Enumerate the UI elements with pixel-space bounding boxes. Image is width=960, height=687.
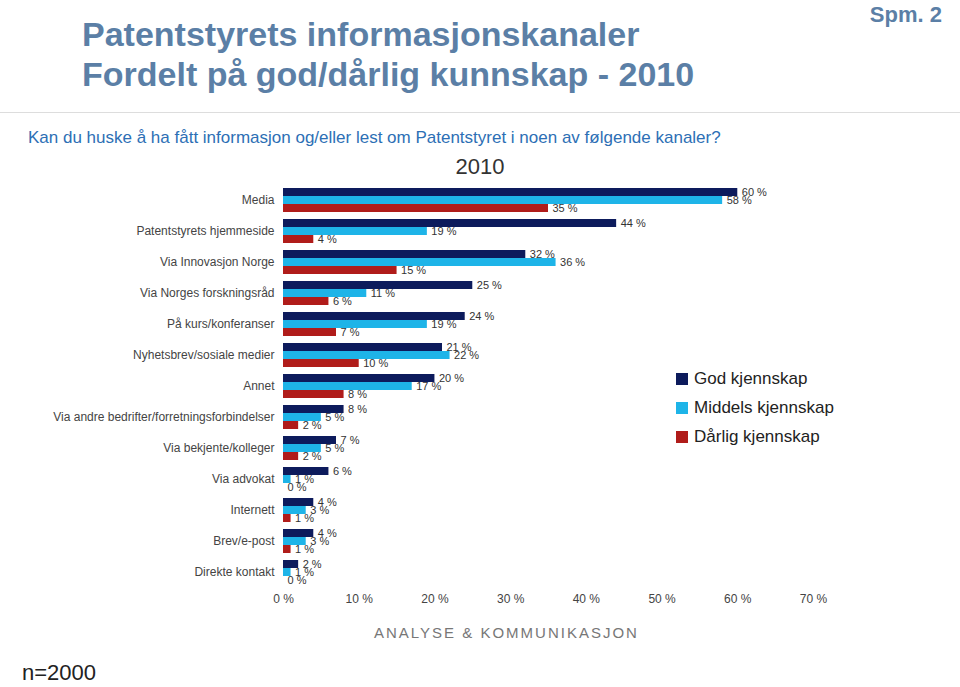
svg-text:70 %: 70 % <box>800 592 828 606</box>
html-text:Patentstyrets informasjonskana: Patentstyrets informasjonskanaler <box>82 15 640 53</box>
svg-text:8 %: 8 % <box>348 388 367 400</box>
svg-text:44 %: 44 % <box>621 217 646 229</box>
svg-text:60 %: 60 % <box>724 592 752 606</box>
svg-text:Via Norges forskningsråd: Via Norges forskningsråd <box>140 286 275 300</box>
svg-text:Annet: Annet <box>243 379 275 393</box>
svg-text:0 %: 0 % <box>273 592 294 606</box>
svg-text:5 %: 5 % <box>325 411 344 423</box>
svg-text:20 %: 20 % <box>439 372 464 384</box>
svg-text:2 %: 2 % <box>302 558 322 570</box>
svg-text:2 %: 2 % <box>303 450 322 462</box>
html-text:Middels kjennskap: Middels kjennskap <box>694 397 834 417</box>
svg-text:Nyhetsbrev/sosiale medier: Nyhetsbrev/sosiale medier <box>133 348 274 362</box>
svg-text:21 %: 21 % <box>446 341 472 353</box>
svg-text:Patentstyrets hjemmeside: Patentstyrets hjemmeside <box>136 224 274 238</box>
svg-text:36 %: 36 % <box>560 256 585 268</box>
svg-text:40 %: 40 % <box>573 592 601 606</box>
svg-text:24 %: 24 % <box>469 310 494 322</box>
svg-text:Media: Media <box>242 193 275 207</box>
svg-text:0 %: 0 % <box>288 481 307 493</box>
html-text:God kjennskap: God kjennskap <box>694 368 808 388</box>
svg-text:6 %: 6 % <box>333 295 352 307</box>
svg-text:60 %: 60 % <box>741 186 767 198</box>
svg-text:35 %: 35 % <box>553 202 578 214</box>
svg-text:25 %: 25 % <box>477 279 502 291</box>
svg-text:6 %: 6 % <box>333 465 352 477</box>
svg-text:På kurs/konferanser: På kurs/konferanser <box>167 317 274 331</box>
svg-text:1 %: 1 % <box>295 566 314 578</box>
svg-text:17 %: 17 % <box>416 380 441 392</box>
svg-text:1 %: 1 % <box>295 473 314 485</box>
svg-text:2 %: 2 % <box>303 419 322 431</box>
html-text:n=2000: n=2000 <box>22 660 96 685</box>
svg-text:7 %: 7 % <box>340 434 360 446</box>
svg-text:5 %: 5 % <box>325 442 344 454</box>
svg-text:20 %: 20 % <box>421 592 449 606</box>
svg-text:19 %: 19 % <box>431 225 456 237</box>
html-text:Spm. 2: Spm. 2 <box>869 2 942 27</box>
html-text:Fordelt på god/dårlig kunnskap: Fordelt på god/dårlig kunnskap - 2010 <box>82 55 695 93</box>
svg-text:10 %: 10 % <box>346 592 374 606</box>
svg-text:Via bekjente/kolleger: Via bekjente/kolleger <box>163 441 274 455</box>
svg-text:0 %: 0 % <box>288 574 307 586</box>
svg-text:Internett: Internett <box>230 503 275 517</box>
svg-text:Brev/e-post: Brev/e-post <box>213 534 275 548</box>
svg-text:19 %: 19 % <box>431 318 456 330</box>
svg-text:Via andre bedrifter/forretning: Via andre bedrifter/forretningsforbindel… <box>53 410 274 424</box>
svg-text:Direkte kontakt: Direkte kontakt <box>194 565 275 579</box>
html-text:Kan du huske å ha fått informa: Kan du huske å ha fått informasjon og/el… <box>28 128 721 147</box>
svg-text:32 %: 32 % <box>530 248 555 260</box>
svg-text:8 %: 8 % <box>348 403 367 415</box>
html-text:2010: 2010 <box>455 154 505 179</box>
html-text:ANALYSE & KOMMUNIKASJON: ANALYSE & KOMMUNIKASJON <box>374 624 639 641</box>
html-text:Dårlig kjennskap: Dårlig kjennskap <box>694 426 820 446</box>
svg-text:1 %: 1 % <box>295 512 314 524</box>
svg-text:30 %: 30 % <box>497 592 525 606</box>
svg-text:50 %: 50 % <box>648 592 676 606</box>
svg-text:3 %: 3 % <box>310 535 330 547</box>
svg-text:11 %: 11 % <box>371 287 395 299</box>
svg-text:Via Innovasjon Norge: Via Innovasjon Norge <box>160 255 275 269</box>
svg-text:22 %: 22 % <box>454 349 479 361</box>
svg-text:4 %: 4 % <box>317 496 337 508</box>
svg-text:Via advokat: Via advokat <box>212 472 275 486</box>
svg-text:3 %: 3 % <box>310 504 330 516</box>
svg-text:1 %: 1 % <box>295 543 314 555</box>
svg-text:10 %: 10 % <box>363 357 388 369</box>
svg-text:15 %: 15 % <box>401 264 426 276</box>
svg-text:58 %: 58 % <box>727 194 752 206</box>
svg-text:4 %: 4 % <box>317 527 337 539</box>
svg-text:7 %: 7 % <box>341 326 360 338</box>
svg-text:4 %: 4 % <box>318 233 337 245</box>
